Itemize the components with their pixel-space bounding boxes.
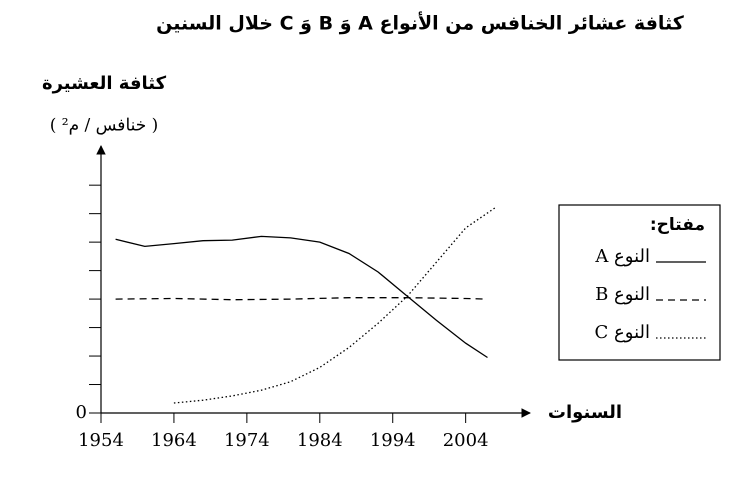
x-tick-label: 1994 (370, 430, 416, 451)
y-axis-unit: ( خنافس / م² ) (50, 116, 159, 136)
series-line (115, 297, 488, 301)
legend-title: مفتاح: (650, 215, 705, 235)
series-line (115, 235, 488, 359)
x-tick-label: 1984 (297, 430, 343, 451)
y-tick-label: 0 (76, 402, 87, 423)
y-axis-label: كثافة العشيرة (42, 73, 167, 94)
x-tick-label: 1974 (224, 430, 270, 451)
legend-label: النوع A (594, 246, 650, 267)
x-axis-label: السنوات (548, 402, 622, 423)
x-tick-label: 1954 (78, 430, 124, 451)
legend-box (558, 204, 721, 361)
x-tick-label: 2004 (443, 430, 489, 451)
legend-label: النوع B (595, 284, 650, 305)
legend-label: النوع C (595, 322, 650, 343)
chart-title: كثافة عشائر الخنافس من الأنواع A وَ B وَ… (156, 12, 685, 35)
x-tick-label: 1964 (151, 430, 197, 451)
series-line (173, 207, 496, 404)
